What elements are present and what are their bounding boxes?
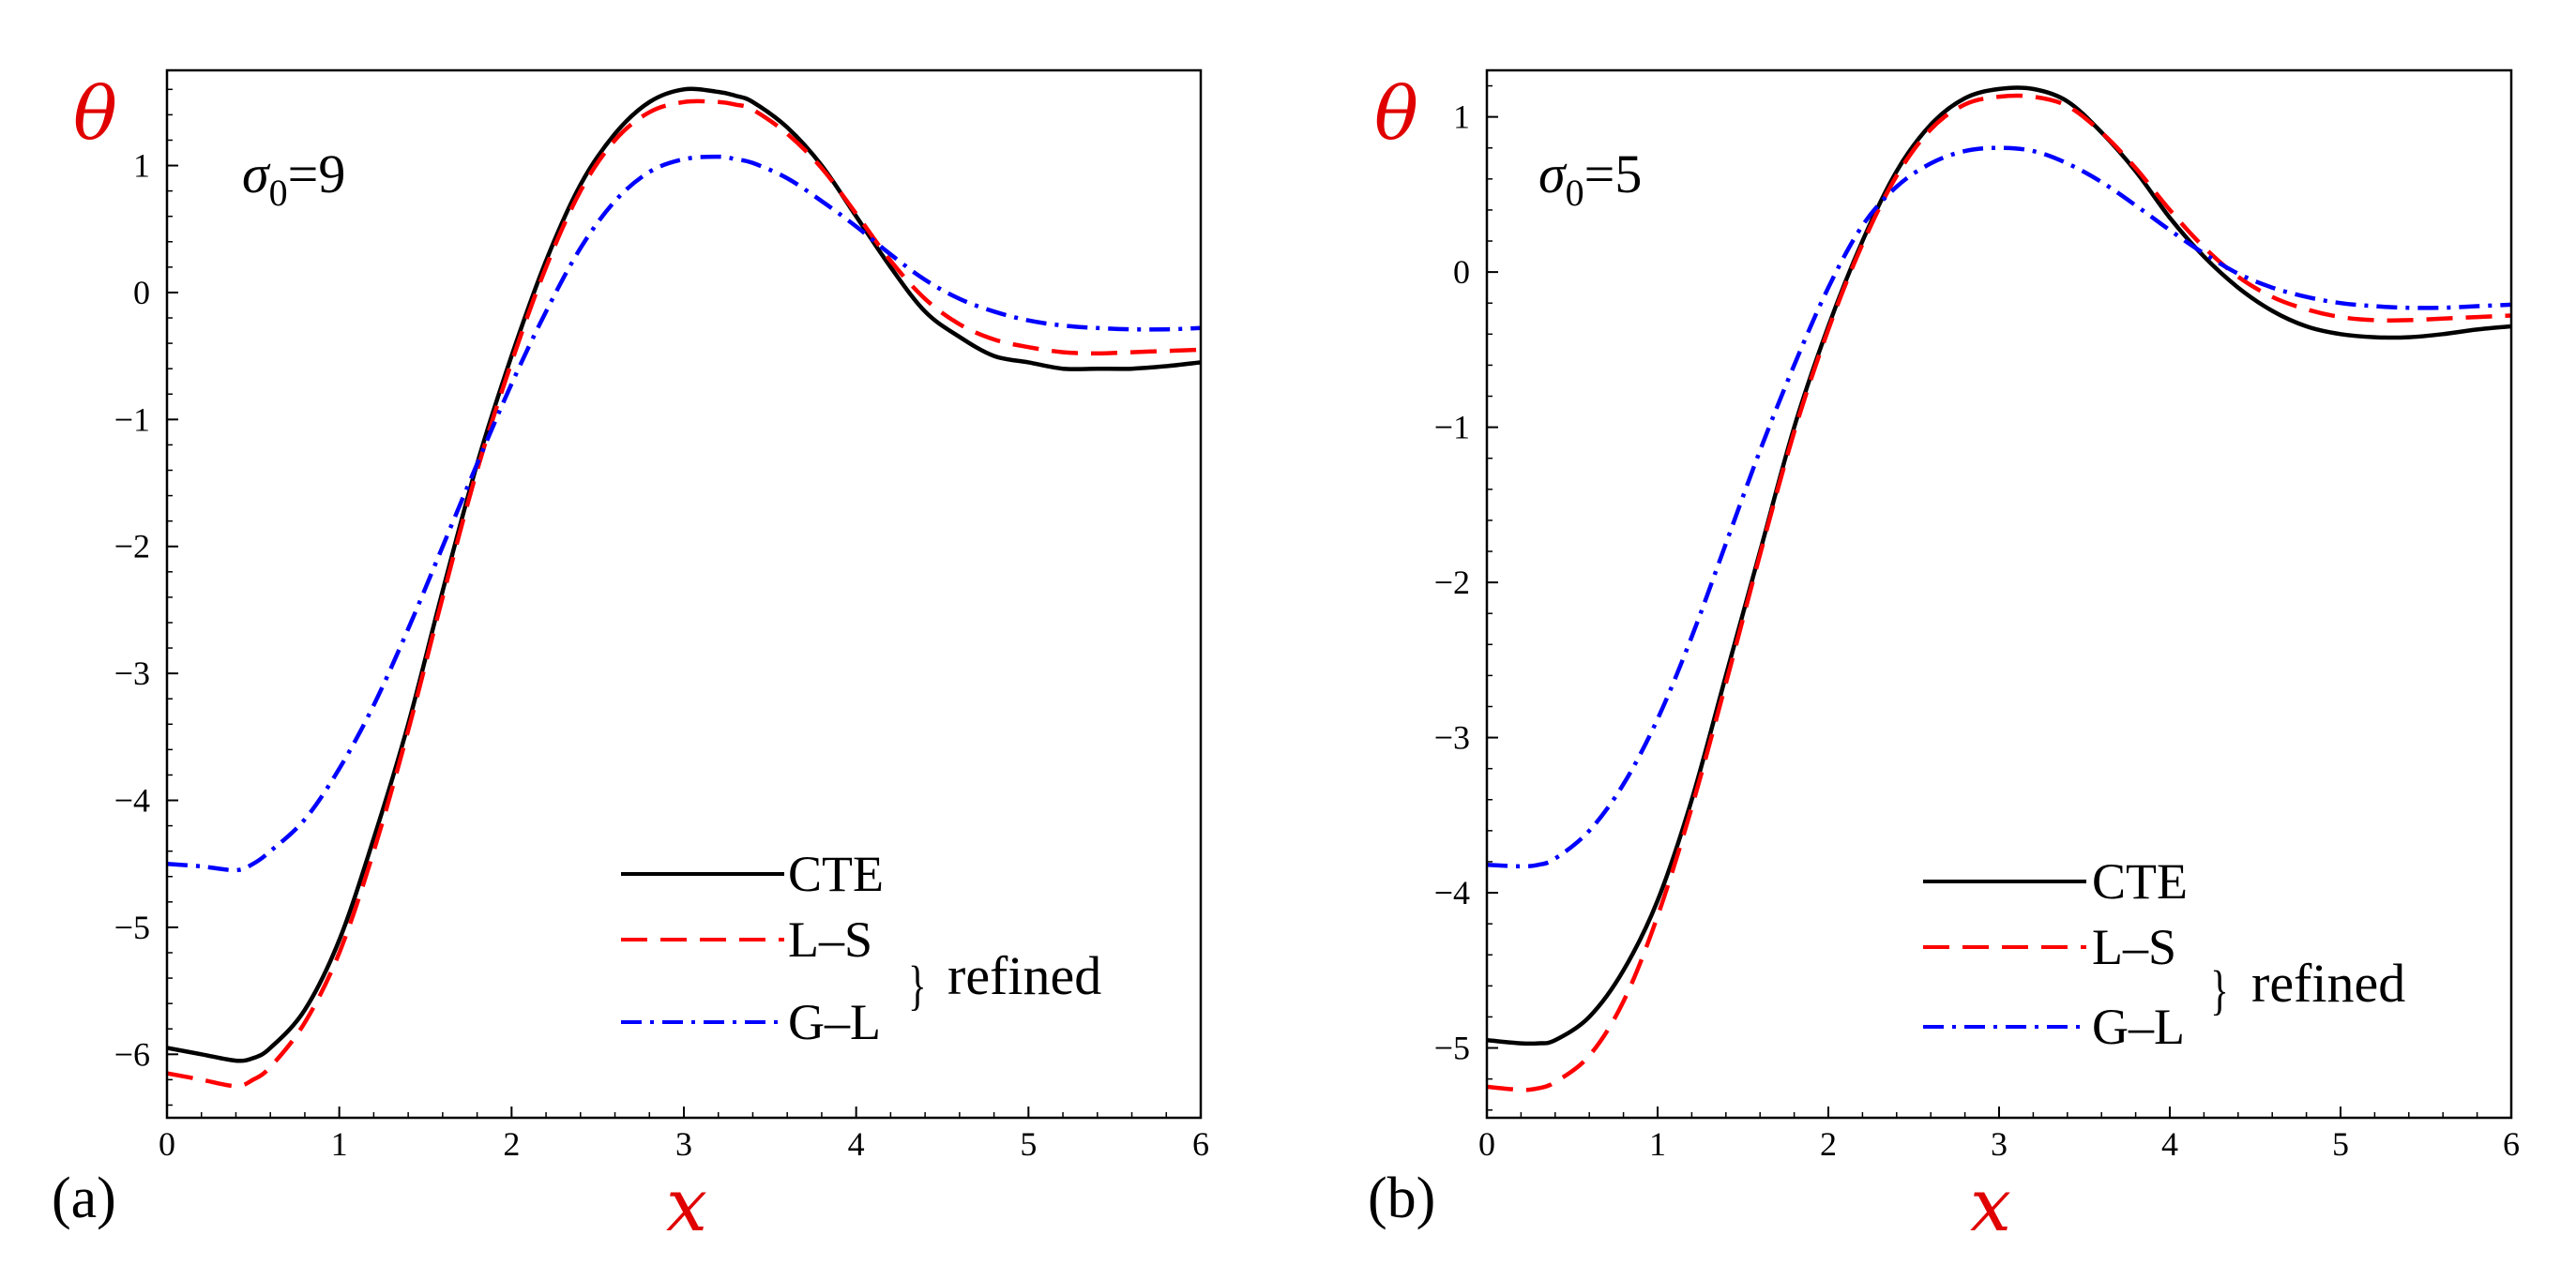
y-tick-label: −2 (1434, 564, 1470, 601)
y-tick-label: −2 (114, 528, 150, 565)
x-axis-title: x (666, 1164, 707, 1248)
axis-ticks: 0 1 2 3 4 5 6 1 0 −1 −2 −3 −4 −5 −6 (114, 88, 1209, 1163)
x-tick-label: 2 (1820, 1125, 1837, 1163)
legend-cte-label: CTE (788, 846, 884, 902)
legend-brace: } (908, 955, 926, 1016)
axis-ticks: 0 1 2 3 4 5 6 1 0 −1 −2 −3 −4 −5 (1434, 84, 2520, 1163)
y-axis-title: θ (1374, 72, 1418, 157)
plot-frame (165, 68, 1203, 1120)
y-tick-label: −4 (1434, 874, 1470, 911)
legend-refined: refined (2251, 953, 2405, 1014)
legend-ls-label: L–S (2092, 919, 2176, 975)
sigma-subscript: 0 (1566, 172, 1584, 214)
sigma-annotation: σ0=9 (242, 143, 345, 214)
sigma-value: =9 (288, 143, 346, 204)
series-line-dashed (1487, 93, 2511, 1092)
x-tick-label: 6 (2503, 1125, 2520, 1163)
y-tick-label: 1 (133, 147, 150, 185)
sigma-symbol: σ (242, 143, 271, 204)
x-tick-label: 5 (1020, 1125, 1037, 1163)
chart-panel-a: 0 1 2 3 4 5 610−1−2−3−4−5−6 θ x (a) σ0=9 CTE L… (52, 68, 1209, 1248)
series-lines (1487, 85, 2511, 1092)
series-line-dashed (167, 98, 1201, 1089)
series-line-dashdot (1487, 145, 2511, 869)
series-lines (167, 86, 1201, 1089)
legend-ls-label: L–S (788, 911, 872, 968)
sigma-subscript: 0 (269, 172, 288, 214)
x-tick-label: 1 (331, 1125, 348, 1163)
x-tick-label: 4 (848, 1125, 865, 1163)
x-tick-label: 3 (675, 1125, 692, 1163)
y-tick-label: −1 (114, 400, 150, 438)
x-axis-title: x (1970, 1164, 2011, 1248)
sigma-annotation: σ0=5 (1538, 143, 1642, 214)
y-tick-label: −6 (114, 1035, 150, 1073)
x-tick-label: 6 (1192, 1125, 1209, 1163)
x-tick-label: 4 (2161, 1125, 2178, 1163)
y-tick-label: −3 (114, 655, 150, 692)
y-axis-title: θ (73, 72, 117, 157)
y-tick-label: −3 (1434, 719, 1470, 757)
panel-label: (a) (52, 1167, 116, 1230)
chart-panel-b: 0 1 2 3 4 5 610−1−2−3−4−5 θ x (b) σ0=5 CTE L–S… (1368, 68, 2520, 1248)
panel-label: (b) (1368, 1167, 1435, 1230)
series-line-solid (167, 86, 1201, 1063)
plot-frame (1485, 68, 2513, 1120)
x-tick-label: 5 (2332, 1125, 2349, 1163)
y-tick-label: −5 (114, 909, 150, 946)
legend: CTE L–S G–L } refined (621, 846, 1101, 1050)
series-line-dashdot (167, 154, 1201, 873)
y-tick-label: −4 (114, 782, 150, 820)
y-tick-label: 0 (1453, 253, 1470, 291)
legend-brace: } (2210, 959, 2228, 1020)
legend-refined: refined (947, 945, 1101, 1006)
x-tick-label: 2 (503, 1125, 520, 1163)
y-tick-label: 0 (133, 274, 150, 311)
sigma-symbol: σ (1538, 143, 1568, 204)
x-tick-label: 3 (1991, 1125, 2008, 1163)
x-tick-label: 0 (1478, 1125, 1495, 1163)
legend-cte-label: CTE (2092, 853, 2188, 910)
y-tick-label: −1 (1434, 409, 1470, 446)
legend-gl-label: G–L (788, 994, 881, 1050)
series-line-solid (1487, 85, 2511, 1047)
x-tick-label: 0 (159, 1125, 175, 1163)
legend-gl-label: G–L (2092, 999, 2185, 1055)
x-tick-label: 1 (1649, 1125, 1666, 1163)
legend: CTE L–S G–L } refined (1923, 853, 2405, 1055)
y-tick-label: 1 (1453, 98, 1470, 136)
sigma-value: =5 (1584, 143, 1643, 204)
y-tick-label: −5 (1434, 1030, 1470, 1067)
